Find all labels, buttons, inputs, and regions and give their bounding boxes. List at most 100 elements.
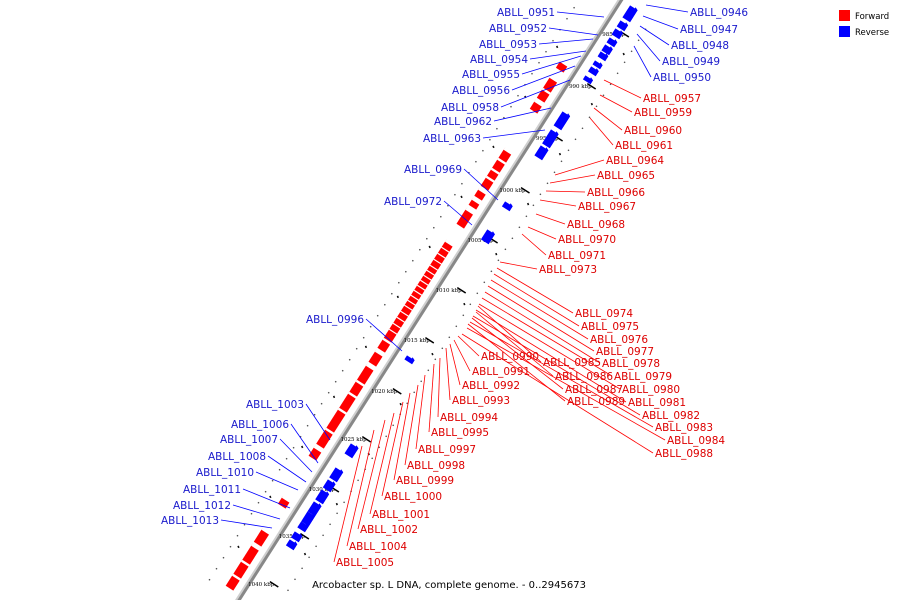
forward-gene-label: ABLL_0988 <box>655 448 713 460</box>
forward-leader-line <box>453 339 471 372</box>
reverse-leader-line <box>639 25 670 46</box>
forward-gene <box>401 305 412 316</box>
forward-leader-line <box>539 199 577 207</box>
track-dot <box>483 281 486 284</box>
reverse-leader-line <box>443 200 473 226</box>
forward-gene <box>427 265 438 275</box>
forward-gene-label: ABLL_0986 <box>555 371 613 383</box>
track-dot <box>461 182 463 185</box>
reverse-gene-label: ABLL_0972 <box>384 196 442 208</box>
track-dot <box>462 314 465 317</box>
track-dot <box>215 567 218 570</box>
track-dot <box>489 138 491 141</box>
track-dot <box>518 226 521 229</box>
track-dot <box>229 545 232 548</box>
forward-gene <box>357 365 374 385</box>
forward-gene-face <box>555 58 562 68</box>
track-dash <box>396 295 399 299</box>
track-dot <box>369 325 372 328</box>
forward-gene <box>441 241 453 252</box>
forward-leader-line <box>346 429 375 547</box>
forward-gene <box>543 77 558 93</box>
track-dot <box>427 369 430 372</box>
reverse-gene-label: ABLL_0946 <box>690 7 748 19</box>
reverse-gene-label: ABLL_0950 <box>653 72 711 84</box>
track-dot <box>609 83 612 86</box>
track-dot <box>405 270 407 273</box>
forward-gene <box>420 275 431 285</box>
track-dot <box>413 391 416 394</box>
forward-gene-face <box>427 262 432 270</box>
forward-leader-line <box>545 190 586 193</box>
track-dot <box>306 424 309 427</box>
track-dot <box>440 215 442 218</box>
forward-leader-line <box>599 94 633 113</box>
track-dot <box>475 160 477 163</box>
forward-gene-face <box>430 256 436 265</box>
tick-label: 1025 kbp <box>341 437 368 443</box>
forward-gene-face <box>349 378 358 392</box>
track-dot <box>476 292 479 295</box>
reverse-leader-line <box>500 79 571 108</box>
reverse-gene <box>344 443 359 459</box>
forward-gene <box>242 545 259 565</box>
reverse-gene-label: ABLL_0962 <box>434 116 492 128</box>
reverse-leader-line <box>279 438 313 473</box>
reverse-gene-face <box>313 503 322 517</box>
reverse-gene-face <box>588 77 593 85</box>
reverse-gene-face <box>291 541 298 551</box>
forward-gene-face <box>393 314 399 323</box>
track-dot <box>496 127 498 130</box>
forward-gene-label: ABLL_0966 <box>587 187 645 199</box>
track-dot <box>566 17 568 20</box>
forward-gene-label: ABLL_0982 <box>642 410 700 422</box>
forward-gene <box>423 270 435 280</box>
forward-gene-face <box>529 98 537 109</box>
track-dot <box>546 182 549 185</box>
track-dot <box>384 303 386 306</box>
tick-mark <box>300 532 310 540</box>
forward-gene <box>393 317 405 328</box>
forward-gene-face <box>253 526 264 542</box>
track-dot <box>348 358 351 361</box>
forward-gene-label: ABLL_0975 <box>581 321 639 333</box>
reverse-gene <box>542 129 559 149</box>
forward-gene <box>383 329 397 343</box>
forward-gene-face <box>308 444 316 456</box>
tick-label: 1015 kbp <box>404 338 431 344</box>
reverse-gene-label: ABLL_1003 <box>246 399 304 411</box>
reverse-gene-label: ABLL_0949 <box>662 56 720 68</box>
forward-gene-face <box>401 302 407 311</box>
track-dot <box>322 534 324 537</box>
forward-gene-label: ABLL_0964 <box>606 155 664 167</box>
forward-gene-face <box>357 362 368 380</box>
tick-label: 1020 kbp <box>371 389 398 395</box>
forward-gene-label: ABLL_0979 <box>614 371 672 383</box>
track-dot <box>257 501 260 504</box>
track-dot <box>371 457 374 460</box>
reverse-gene-label: ABLL_0963 <box>423 133 481 145</box>
forward-leader-line <box>593 107 623 131</box>
reverse-gene-label: ABLL_1007 <box>220 434 278 446</box>
reverse-leader-line <box>521 55 582 75</box>
forward-gene-label: ABLL_0981 <box>628 397 686 409</box>
track-dot <box>271 479 274 482</box>
forward-gene-label: ABLL_0991 <box>472 366 530 378</box>
reverse-leader-line <box>548 27 599 36</box>
forward-leader-line <box>481 297 613 377</box>
track-dot <box>392 424 395 427</box>
track-dot <box>222 556 225 559</box>
forward-leader-line <box>478 303 621 390</box>
reverse-gene-face <box>486 231 495 245</box>
forward-gene-label: ABLL_1001 <box>372 509 430 521</box>
track-dot <box>595 105 598 108</box>
reverse-leader-line <box>493 107 552 122</box>
reverse-gene <box>480 229 495 245</box>
track-dot <box>315 545 317 548</box>
reverse-gene-label: ABLL_1010 <box>196 467 254 479</box>
genome-axis <box>208 0 647 600</box>
forward-gene-face <box>414 282 419 290</box>
track-dash <box>622 52 625 56</box>
track-dot <box>398 281 400 284</box>
